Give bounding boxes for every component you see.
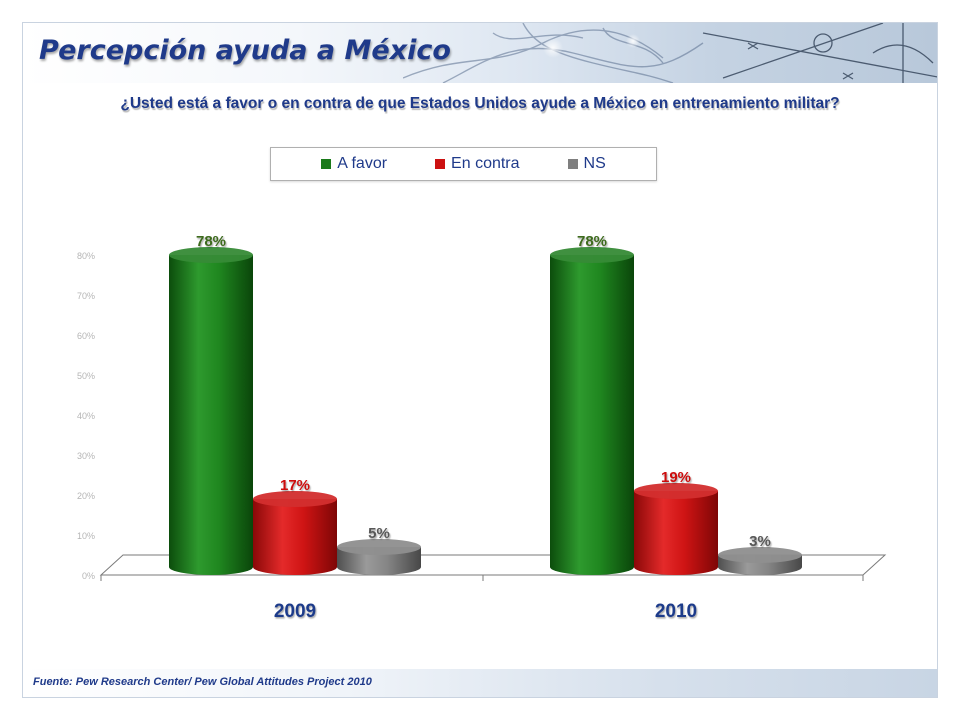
- data-label-en-contra-2010: 19%: [661, 469, 691, 486]
- data-label-a-favor-2010: 78%: [577, 233, 607, 250]
- data-label-ns-2009: 5%: [368, 525, 390, 542]
- y-tick-label: 70%: [77, 291, 95, 301]
- bar-a-favor-2009: [169, 247, 253, 575]
- y-tick-label: 80%: [77, 251, 95, 261]
- data-label-a-favor-2009: 78%: [196, 233, 226, 250]
- legend-item-ns: NS: [567, 155, 606, 173]
- legend-swatch-a-favor: [321, 159, 332, 169]
- chart-legend: A favor En contra NS: [270, 147, 657, 181]
- bar-ns-2009: [337, 539, 421, 575]
- bar-en-contra-2010: [634, 483, 718, 575]
- header-decoration-image: [403, 23, 937, 83]
- legend-item-en-contra: En contra: [435, 155, 520, 173]
- legend-label-ns: NS: [583, 155, 606, 172]
- data-label-ns-2010: 3%: [749, 533, 771, 550]
- y-tick-label: 40%: [77, 411, 95, 421]
- y-tick-label: 50%: [77, 371, 95, 381]
- slide-header: Percepción ayuda a México: [23, 23, 937, 83]
- bar-chart: 0% 10% 20% 30% 40% 50% 60% 70% 80% 2009 2010 78% 17…: [77, 233, 887, 622]
- y-tick-label: 0%: [82, 571, 95, 581]
- x-tick-label-2009: 2009: [274, 601, 316, 622]
- y-tick-label: 60%: [77, 331, 95, 341]
- legend-item-a-favor: A favor: [321, 155, 387, 173]
- y-tick-label: 30%: [77, 451, 95, 461]
- source-note: Fuente: Pew Research Center/ Pew Global …: [33, 676, 372, 688]
- bar-a-favor-2010: [550, 247, 634, 575]
- legend-swatch-en-contra: [435, 159, 446, 169]
- bar-en-contra-2009: [253, 491, 337, 575]
- slide: Percepción ayuda a México ¿Usted está a …: [22, 22, 938, 698]
- y-tick-label: 10%: [77, 531, 95, 541]
- legend-swatch-ns: [567, 159, 578, 169]
- legend-label-a-favor: A favor: [337, 155, 388, 172]
- survey-question: ¿Usted está a favor o en contra de que E…: [120, 95, 840, 112]
- x-tick-label-2010: 2010: [655, 601, 697, 622]
- slide-footer: Fuente: Pew Research Center/ Pew Global …: [23, 669, 937, 697]
- bar-ns-2010: [718, 547, 802, 575]
- legend-label-en-contra: En contra: [451, 155, 520, 172]
- slide-title: Percepción ayuda a México: [39, 35, 451, 66]
- y-tick-label: 20%: [77, 491, 95, 501]
- data-label-en-contra-2009: 17%: [280, 477, 310, 494]
